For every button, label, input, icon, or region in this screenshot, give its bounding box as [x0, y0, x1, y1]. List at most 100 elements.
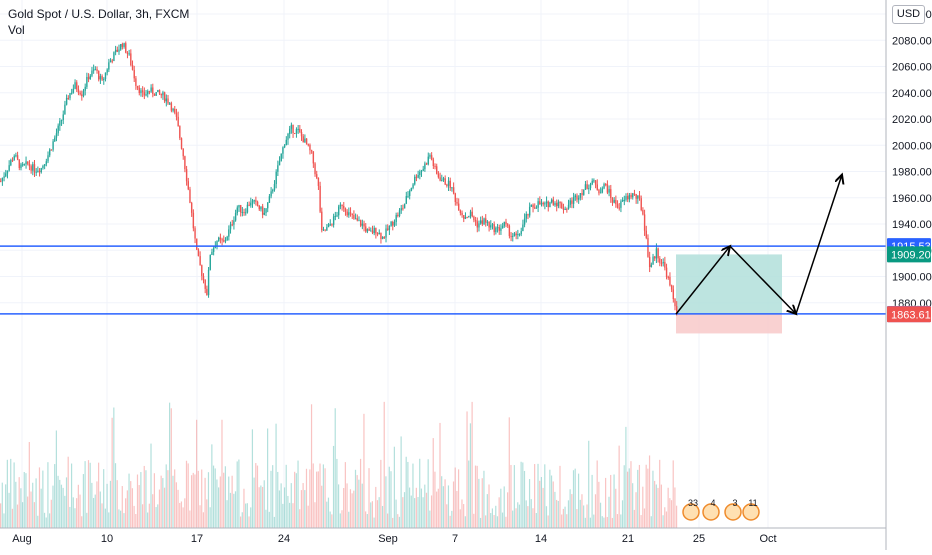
candle-body — [201, 265, 203, 276]
candle-body — [123, 43, 125, 47]
position-tool[interactable] — [676, 254, 782, 334]
volume-bar — [272, 465, 274, 528]
candle-body — [74, 82, 76, 89]
volume-bar — [312, 463, 314, 528]
candle-body — [0, 181, 2, 183]
candle-body — [336, 215, 338, 217]
candle-body — [638, 195, 641, 199]
volume-bar — [86, 512, 88, 528]
candle-body — [456, 201, 458, 204]
volume-bar — [610, 474, 612, 528]
volume-bar — [463, 504, 465, 528]
volume-bar — [45, 517, 47, 528]
candle-body — [319, 185, 321, 212]
candle-body — [219, 237, 222, 240]
candle-body — [552, 199, 555, 206]
candle-body — [60, 119, 63, 121]
volume-bar — [197, 470, 199, 528]
y-tick-label: 1960.00 — [892, 193, 932, 205]
candle-body — [256, 201, 259, 206]
candle-body — [292, 124, 294, 134]
candle-body — [518, 234, 521, 236]
candle-body — [496, 227, 499, 229]
volume-bar — [16, 504, 19, 528]
volume-bar — [162, 478, 164, 528]
candle-body — [479, 220, 482, 224]
candle-body — [354, 218, 357, 220]
volume-bar — [125, 498, 127, 528]
candle-body — [52, 141, 54, 150]
volume-bar — [515, 508, 517, 528]
volume-bar — [351, 493, 353, 528]
candle-body — [375, 227, 377, 234]
volume-bar — [76, 498, 78, 528]
x-tick-label: 25 — [693, 533, 705, 545]
volume-bar — [6, 459, 8, 528]
volume-bar — [461, 499, 463, 528]
volume-bar — [167, 470, 169, 528]
candle-body — [305, 138, 308, 145]
volume-bar — [261, 486, 264, 528]
candle-body — [674, 299, 676, 307]
horizontal-levels[interactable] — [0, 245, 886, 315]
volume-bar — [228, 476, 230, 528]
volume-bar — [216, 479, 218, 528]
y-tick-label: 2080.00 — [892, 35, 932, 47]
candle-body — [645, 230, 647, 238]
volume-bar — [138, 485, 140, 528]
volume-bar — [265, 509, 267, 528]
projection-arrows[interactable] — [675, 175, 842, 315]
candle-body — [113, 52, 115, 62]
candle-body — [547, 201, 549, 208]
candle-body — [451, 187, 453, 189]
volume-bar — [537, 463, 539, 528]
volume-bar — [57, 475, 59, 528]
candle-body — [92, 69, 95, 71]
candle-body — [437, 173, 440, 178]
candle-body — [221, 239, 223, 241]
candle-body — [126, 52, 129, 54]
candle-body — [84, 86, 86, 91]
volume-bar — [525, 500, 527, 528]
candle-body — [654, 256, 656, 259]
volume-bar — [420, 488, 423, 528]
volume-bar — [229, 492, 232, 528]
volume-bar — [136, 474, 139, 528]
volume-bar — [23, 472, 25, 528]
volume-bar — [40, 488, 42, 528]
volume-bar — [637, 469, 639, 528]
volume-bar — [500, 488, 502, 528]
candle-body — [185, 169, 188, 182]
volume-bars — [0, 401, 678, 528]
candle-body — [393, 222, 396, 226]
volume-bar — [174, 469, 176, 528]
volume-bar — [490, 513, 492, 528]
candle-body — [49, 149, 51, 156]
volume-bar — [11, 508, 14, 528]
candle-body — [378, 232, 380, 235]
candle-body — [287, 133, 289, 140]
volume-bar — [601, 516, 603, 528]
candle-body — [327, 224, 330, 228]
candle-body — [282, 147, 284, 154]
x-tick-label: 7 — [452, 533, 458, 545]
candle-body — [265, 208, 267, 213]
event-markers[interactable]: 33 4 3 11 — [682, 498, 760, 521]
currency-selector[interactable]: USD — [892, 5, 925, 24]
candle-body — [62, 114, 64, 120]
candle-body — [50, 149, 53, 151]
volume-bar — [113, 407, 115, 528]
symbol-title: Gold Spot / U.S. Dollar, 3h, FXCM — [8, 7, 190, 21]
candle-body — [202, 275, 205, 280]
candle-body — [432, 159, 435, 167]
candle-body — [3, 176, 5, 178]
volume-bar — [290, 483, 292, 528]
candle-body — [152, 87, 154, 94]
candle-body — [339, 204, 342, 207]
candle-body — [89, 75, 91, 80]
candle-body — [94, 69, 97, 71]
volume-bar — [559, 465, 561, 528]
volume-bar — [184, 498, 186, 528]
